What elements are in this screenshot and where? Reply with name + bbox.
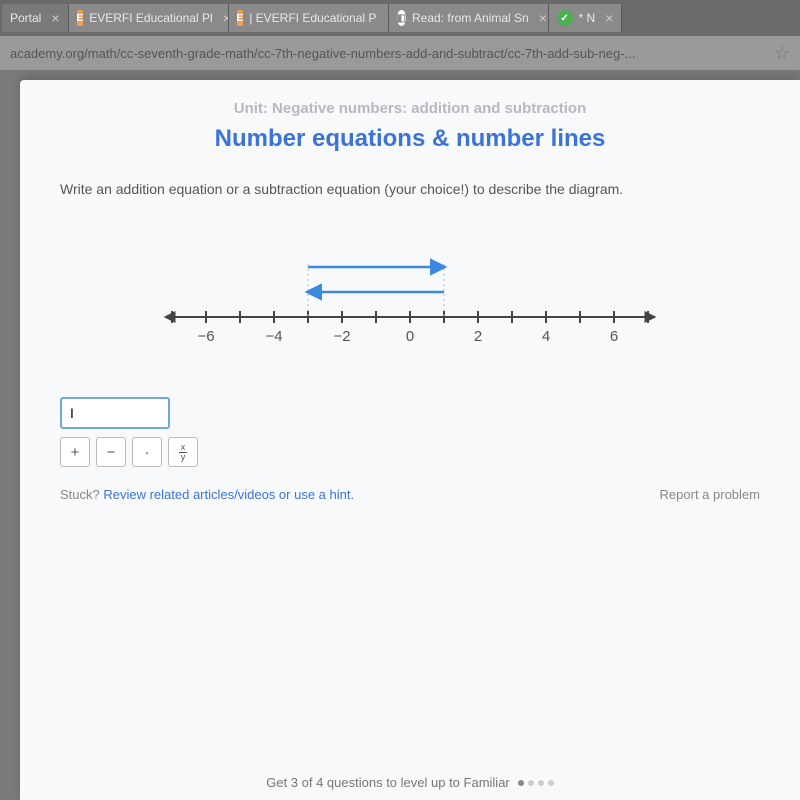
browser-tab[interactable]: Portal × — [2, 4, 69, 32]
browser-tab[interactable]: ✓ * N × — [549, 4, 623, 32]
tab-label: EVERFI Educational Pl — [89, 11, 212, 25]
stuck-label: Stuck? — [60, 487, 103, 502]
tab-label: * N — [579, 11, 596, 25]
help-row: Stuck? Review related articles/videos or… — [60, 487, 760, 502]
everfi-favicon-icon: E — [237, 10, 244, 26]
progress-dots — [518, 780, 554, 786]
lesson-title: Number equations & number lines — [60, 125, 760, 153]
progress-dot-icon — [548, 780, 554, 786]
close-icon[interactable]: × — [51, 10, 59, 26]
svg-text:−4: −4 — [265, 328, 282, 345]
tab-label: Portal — [10, 11, 41, 25]
browser-tab[interactable]: ◧ Read: from Animal Sn × — [389, 4, 549, 32]
newsela-favicon-icon: ◧ — [397, 10, 406, 26]
fraction-button[interactable]: x y — [168, 437, 198, 467]
green-favicon-icon: ✓ — [557, 10, 573, 26]
bookmark-star-icon[interactable]: ☆ — [774, 43, 790, 64]
page-background: Unit: Negative numbers: addition and sub… — [0, 70, 800, 800]
hint-link[interactable]: Review related articles/videos or use a … — [103, 487, 354, 502]
svg-text:4: 4 — [542, 328, 550, 345]
progress-dot-icon — [528, 780, 534, 786]
answer-row — [60, 397, 760, 429]
fraction-denominator-icon: y — [181, 453, 186, 462]
progress-footer: Get 3 of 4 questions to level up to Fami… — [20, 775, 800, 790]
url-bar[interactable]: academy.org/math/cc-seventh-grade-math/c… — [0, 36, 800, 70]
unit-title: Unit: Negative numbers: addition and sub… — [60, 100, 760, 117]
svg-text:0: 0 — [406, 328, 414, 345]
dot-button[interactable]: · — [132, 437, 162, 467]
footer-text: Get 3 of 4 questions to level up to Fami… — [266, 775, 510, 790]
close-icon[interactable]: × — [605, 10, 613, 26]
number-line-diagram: −6 −4 −2 0 2 4 6 — [150, 217, 670, 367]
close-icon[interactable]: × — [539, 10, 547, 26]
plus-button[interactable]: + — [60, 437, 90, 467]
progress-dot-icon — [518, 780, 524, 786]
content-panel: Unit: Negative numbers: addition and sub… — [20, 80, 800, 800]
report-problem-link[interactable]: Report a problem — [660, 487, 760, 502]
progress-dot-icon — [538, 780, 544, 786]
url-text: academy.org/math/cc-seventh-grade-math/c… — [10, 46, 766, 61]
everfi-favicon-icon: E — [77, 10, 84, 26]
svg-text:6: 6 — [610, 328, 618, 345]
svg-text:2: 2 — [474, 328, 482, 345]
question-text: Write an addition equation or a subtract… — [60, 181, 760, 197]
minus-button[interactable]: − — [96, 437, 126, 467]
operator-buttons: + − · x y — [60, 437, 760, 467]
fraction-numerator-icon: x — [179, 443, 188, 453]
svg-text:−6: −6 — [197, 328, 214, 345]
tab-label: Read: from Animal Sn — [412, 11, 529, 25]
svg-text:−2: −2 — [333, 328, 350, 345]
browser-tabs: Portal × E EVERFI Educational Pl × E | EVERFI … — [0, 0, 800, 36]
answer-input[interactable] — [60, 397, 170, 429]
browser-tab[interactable]: EEVERFI Educational Pl× — [69, 4, 229, 32]
tab-label: | EVERFI Educational P — [249, 11, 376, 25]
browser-tab[interactable]: E| EVERFI Educational P× — [229, 4, 389, 32]
